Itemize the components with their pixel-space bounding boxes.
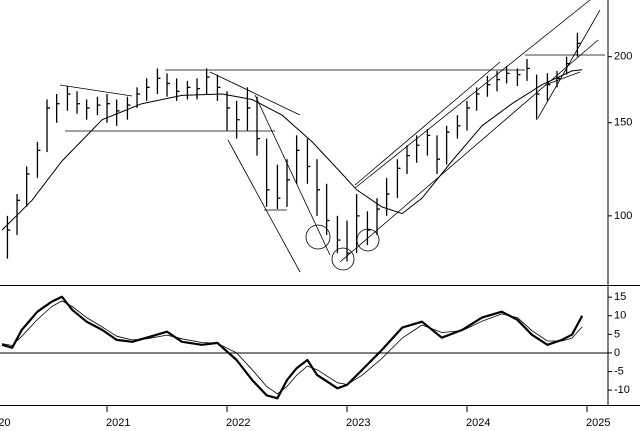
trendline [59,84,133,97]
y-tick-label: 15 [614,291,626,303]
x-tick-label: 2021 [106,417,130,429]
x-tick-label: 2022 [226,417,250,429]
trendline [254,94,331,256]
moving-average [1,69,583,231]
y-tick-label: 200 [614,51,632,63]
circle-marker [305,224,331,250]
circle-marker [331,247,355,271]
y-tick-label: -10 [614,384,630,396]
trendline [339,39,599,263]
y-tick-label: 0 [614,347,620,359]
trendline [544,71,581,86]
oscillator-line [1,300,583,395]
oscillator-line [1,295,584,400]
trendline [354,61,501,186]
y-tick-label: 10 [614,310,626,322]
y-tick-label: 5 [614,328,620,340]
trendline [227,139,301,273]
trendlines [59,0,605,273]
x-tick-label: 2023 [346,417,370,429]
trendline [354,0,591,189]
x-tick-label: 2024 [466,417,490,429]
frame [0,0,640,406]
y-tick-label: 100 [614,210,632,222]
x-tick-label: 2025 [586,417,610,429]
y-tick-label: -5 [614,365,624,377]
y-tick-label: 150 [614,117,632,129]
trendline [209,71,301,116]
